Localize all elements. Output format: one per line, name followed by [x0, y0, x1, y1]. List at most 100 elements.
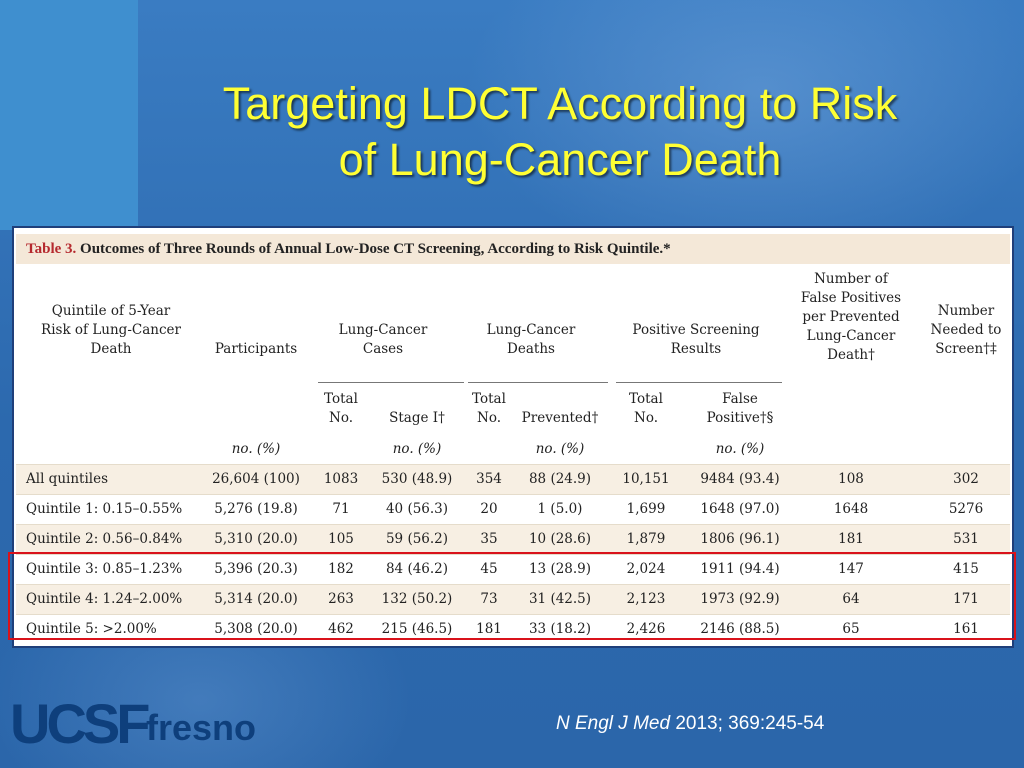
cell-deaths-total: 73: [480, 591, 498, 607]
cell-label: Quintile 2: 0.56–0.84%: [26, 531, 183, 547]
header-cases-line: Cases: [362, 341, 404, 357]
ucsf-fresno-logo: UCSF fresno: [10, 684, 310, 764]
unit-false-positive: no. (%): [715, 441, 765, 457]
logo-fresno-text: fresno: [146, 707, 257, 748]
slide-title: Targeting LDCT According to Risk of Lung…: [150, 76, 970, 188]
table-row: Quintile 1: 0.15–0.55% 5,276 (19.8) 71 40 (…: [16, 494, 1010, 524]
subheader-line: False: [722, 391, 758, 407]
table-caption-text: Outcomes of Three Rounds of Annual Low-D…: [80, 241, 671, 257]
cell-label: All quintiles: [26, 471, 109, 487]
subheader-stage1: Stage I†: [389, 410, 445, 426]
header-fppd-line: Lung-Cancer: [806, 328, 896, 344]
subheader-pos-total: Total No.: [616, 390, 676, 428]
subheader-line: Positive†§: [706, 410, 774, 426]
cell-fp-per-death: 1648: [833, 501, 869, 517]
header-nns-line: Screen†‡: [935, 341, 997, 357]
subheader-line: No.: [329, 410, 353, 426]
table-row: Quintile 3: 0.85–1.23% 5,396 (20.3) 182 84 …: [16, 554, 1010, 584]
header-fppd-line: Death†: [827, 347, 875, 363]
cell-participants: 5,308 (20.0): [214, 621, 298, 637]
cases-group-rule: [318, 382, 464, 383]
cell-fp-per-death: 108: [838, 471, 864, 487]
header-positive-line: Positive Screening: [632, 322, 760, 338]
header-cases-line: Lung-Cancer: [338, 322, 428, 338]
subheader-line: Total: [629, 391, 663, 407]
cell-deaths-total: 354: [476, 471, 502, 487]
cell-participants: 5,314 (20.0): [214, 591, 298, 607]
cell-stage1: 530 (48.9): [381, 471, 453, 487]
header-positive-group: Positive Screening Results: [616, 321, 776, 359]
header-fppd-line: Number of: [814, 271, 888, 287]
header-fppd-line: per Prevented: [802, 309, 900, 325]
cell-nns: 302: [953, 471, 979, 487]
cell-deaths-total: 35: [480, 531, 498, 547]
table-caption-label: Table 3.: [26, 241, 77, 257]
cell-deaths-total: 181: [476, 621, 502, 637]
positive-group-rule: [616, 382, 782, 383]
cell-false-pos: 1806 (96.1): [700, 531, 780, 547]
header-deaths-line: Lung-Cancer: [486, 322, 576, 338]
cell-participants: 5,310 (20.0): [214, 531, 298, 547]
header-nns: Number Needed to Screen†‡: [922, 302, 1010, 359]
cell-stage1: 215 (46.5): [381, 621, 453, 637]
cell-fp-per-death: 147: [838, 561, 864, 577]
table-row: Quintile 2: 0.56–0.84% 5,310 (20.0) 105 59 …: [16, 524, 1010, 554]
slide-left-band: [0, 0, 138, 230]
unit-stage1: no. (%): [392, 441, 442, 457]
table-row: Quintile 4: 1.24–2.00% 5,314 (20.0) 263 132…: [16, 584, 1010, 614]
table-row: Quintile 5: >2.00% 5,308 (20.0) 462 215 (46…: [16, 614, 1010, 644]
deaths-group-rule: [468, 382, 608, 383]
header-quintile-line: Risk of Lung-Cancer: [41, 322, 181, 338]
header-positive-line: Results: [670, 341, 722, 357]
header-quintile-line: Death: [90, 341, 132, 357]
cell-nns: 161: [953, 621, 979, 637]
subheader-deaths-total: Total No.: [466, 390, 512, 428]
subheader-line: No.: [477, 410, 501, 426]
cell-participants: 5,276 (19.8): [214, 501, 298, 517]
subheader-prevented: Prevented†: [521, 410, 599, 426]
cell-nns: 171: [953, 591, 979, 607]
highlight-quintiles-3-5: [8, 552, 1016, 640]
cell-pos-total: 10,151: [622, 471, 670, 487]
cell-false-pos: 1911 (94.4): [700, 561, 780, 577]
header-quintile-line: Quintile of 5-Year: [51, 303, 171, 319]
cell-pos-total: 2,426: [626, 621, 666, 637]
header-participants: Participants: [214, 341, 298, 357]
cell-deaths-total: 20: [480, 501, 498, 517]
cell-prevented: 10 (28.6): [528, 531, 592, 547]
header-quintile: Quintile of 5-Year Risk of Lung-Cancer D…: [16, 302, 206, 359]
cell-false-pos: 1973 (92.9): [700, 591, 780, 607]
cell-cases-total: 462: [328, 621, 354, 637]
cell-pos-total: 2,024: [626, 561, 666, 577]
cell-label: Quintile 4: 1.24–2.00%: [26, 591, 183, 607]
cell-prevented: 31 (42.5): [528, 591, 592, 607]
cell-label: Quintile 5: >2.00%: [26, 621, 157, 637]
header-nns-line: Needed to: [930, 322, 1002, 338]
cell-stage1: 84 (46.2): [385, 561, 449, 577]
header-fppd-line: False Positives: [800, 290, 902, 306]
cell-cases-total: 105: [328, 531, 354, 547]
cell-participants: 5,396 (20.3): [214, 561, 298, 577]
cell-fp-per-death: 65: [842, 621, 860, 637]
header-deaths-line: Deaths: [507, 341, 555, 357]
cell-false-pos: 1648 (97.0): [700, 501, 780, 517]
cell-deaths-total: 45: [480, 561, 498, 577]
unit-prevented: no. (%): [535, 441, 585, 457]
header-deaths-group: Lung-Cancer Deaths: [466, 321, 596, 359]
cell-nns: 415: [953, 561, 979, 577]
header-nns-line: Number: [937, 303, 995, 319]
cell-participants: 26,604 (100): [212, 471, 300, 487]
table-row: All quintiles 26,604 (100) 1083 530 (48.9) 3…: [16, 464, 1010, 494]
subheader-false-positive: False Positive†§: [692, 390, 788, 428]
cell-label: Quintile 3: 0.85–1.23%: [26, 561, 183, 577]
cell-cases-total: 263: [328, 591, 354, 607]
cell-nns: 531: [953, 531, 979, 547]
cell-stage1: 59 (56.2): [385, 531, 449, 547]
citation-ref: 2013; 369:245-54: [670, 713, 825, 734]
cell-prevented: 88 (24.9): [528, 471, 592, 487]
table-panel: Table 3. Outcomes of Three Rounds of Ann…: [12, 226, 1014, 648]
subheader-line: Total: [472, 391, 506, 407]
citation: N Engl J Med 2013; 369:245-54: [556, 712, 824, 736]
cell-pos-total: 1,699: [626, 501, 666, 517]
logo-ucsf-text: UCSF: [10, 692, 150, 755]
